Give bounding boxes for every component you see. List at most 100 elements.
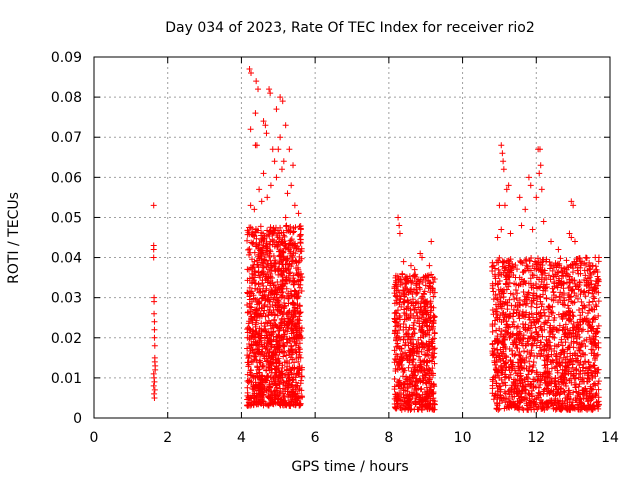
data-point bbox=[543, 357, 550, 364]
data-point bbox=[586, 334, 593, 341]
data-point bbox=[248, 239, 255, 246]
data-point bbox=[555, 299, 562, 306]
data-point bbox=[286, 348, 293, 355]
data-point bbox=[538, 350, 545, 357]
data-point bbox=[396, 360, 403, 367]
data-point bbox=[577, 316, 584, 323]
data-point bbox=[506, 279, 513, 286]
data-point bbox=[551, 334, 558, 341]
data-point bbox=[279, 257, 286, 264]
data-point bbox=[511, 337, 518, 344]
data-point bbox=[570, 321, 577, 328]
data-point bbox=[505, 182, 512, 189]
data-point bbox=[585, 359, 592, 366]
data-point bbox=[295, 210, 302, 217]
data-point bbox=[517, 259, 524, 266]
data-point bbox=[270, 282, 277, 289]
data-point bbox=[498, 366, 505, 373]
data-point bbox=[525, 289, 532, 296]
data-point bbox=[534, 274, 541, 281]
data-point bbox=[429, 338, 436, 345]
x-tick-label: 12 bbox=[527, 430, 545, 446]
data-point bbox=[509, 363, 516, 370]
data-point bbox=[282, 214, 289, 221]
data-point bbox=[151, 378, 158, 385]
data-point bbox=[559, 269, 566, 276]
data-point bbox=[278, 166, 285, 173]
data-point bbox=[576, 307, 583, 314]
data-point bbox=[244, 402, 251, 409]
data-point bbox=[513, 390, 520, 397]
data-point bbox=[255, 341, 262, 348]
data-point bbox=[262, 326, 269, 333]
data-point bbox=[248, 304, 255, 311]
data-point bbox=[260, 310, 267, 317]
data-point bbox=[546, 258, 553, 265]
y-tick-label: 0.03 bbox=[51, 291, 82, 307]
data-point bbox=[559, 291, 566, 298]
data-point bbox=[259, 386, 266, 393]
data-point bbox=[290, 281, 297, 288]
data-point bbox=[536, 170, 543, 177]
data-point bbox=[426, 346, 433, 353]
data-point bbox=[421, 297, 428, 304]
y-tick-label: 0 bbox=[73, 411, 82, 427]
data-point bbox=[499, 310, 506, 317]
data-point bbox=[274, 244, 281, 251]
data-point bbox=[269, 352, 276, 359]
data-point bbox=[595, 298, 602, 305]
data-point bbox=[590, 352, 597, 359]
data-point bbox=[271, 365, 278, 372]
data-point bbox=[288, 182, 295, 189]
data-point bbox=[591, 306, 598, 313]
data-point bbox=[586, 299, 593, 306]
data-point bbox=[558, 373, 565, 380]
data-point bbox=[592, 330, 599, 337]
data-point bbox=[421, 374, 428, 381]
data-point bbox=[587, 385, 594, 392]
data-point bbox=[502, 280, 509, 287]
data-point bbox=[244, 396, 251, 403]
data-point bbox=[288, 343, 295, 350]
data-point bbox=[258, 253, 265, 260]
data-point bbox=[542, 312, 549, 319]
data-point bbox=[264, 334, 271, 341]
data-point bbox=[430, 395, 437, 402]
data-point bbox=[523, 256, 530, 263]
data-point bbox=[288, 366, 295, 373]
data-point bbox=[555, 246, 562, 253]
data-point bbox=[404, 303, 411, 310]
data-point bbox=[495, 286, 502, 293]
data-point bbox=[497, 312, 504, 319]
data-point bbox=[568, 234, 575, 241]
data-point bbox=[516, 194, 523, 201]
data-point bbox=[392, 365, 399, 372]
data-point bbox=[558, 359, 565, 366]
data-point bbox=[561, 389, 568, 396]
data-point bbox=[521, 293, 528, 300]
data-point bbox=[418, 306, 425, 313]
data-point bbox=[564, 406, 571, 413]
data-point bbox=[267, 278, 274, 285]
data-point bbox=[256, 366, 263, 373]
data-point bbox=[410, 355, 417, 362]
data-point bbox=[268, 267, 275, 274]
data-point bbox=[533, 369, 540, 376]
data-point bbox=[500, 309, 507, 316]
y-tick-label: 0.04 bbox=[51, 251, 82, 267]
data-point bbox=[274, 333, 281, 340]
data-point bbox=[411, 319, 418, 326]
data-point bbox=[423, 311, 430, 318]
data-point bbox=[430, 318, 437, 325]
data-point bbox=[514, 299, 521, 306]
data-point bbox=[559, 370, 566, 377]
data-point bbox=[538, 327, 545, 334]
data-point bbox=[269, 230, 276, 237]
data-point bbox=[556, 322, 563, 329]
data-point bbox=[396, 276, 403, 283]
data-point bbox=[278, 294, 285, 301]
data-point bbox=[290, 162, 297, 169]
data-point bbox=[489, 350, 496, 357]
data-point bbox=[575, 270, 582, 277]
data-point bbox=[415, 368, 422, 375]
